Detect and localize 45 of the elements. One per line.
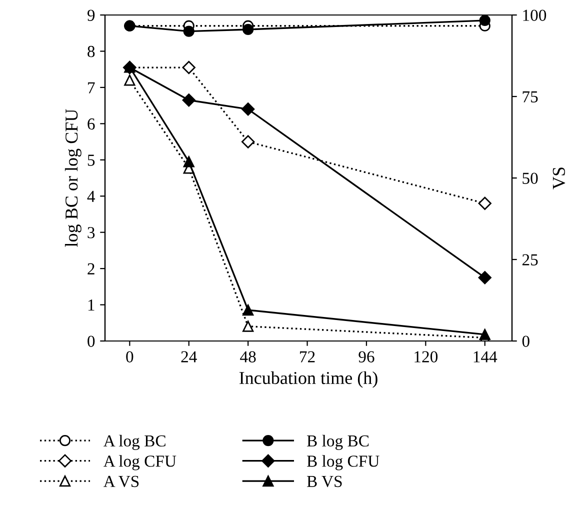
y2-axis-title: VS [552,168,566,190]
legend-label: B log BC [306,434,369,450]
y2-tick-label: 100 [523,10,546,21]
y-tick-label: 1 [88,300,94,311]
y-tick-label: 3 [88,227,95,238]
point [242,304,254,316]
point [182,60,196,74]
y-tick-label: 5 [88,154,95,166]
point [479,15,490,26]
y-tick-label: 7 [88,82,95,94]
legend-label: A log BC [103,434,166,450]
y-tick-label: 6 [88,118,95,130]
point [242,24,254,36]
y-tick-label: 2 [88,263,94,274]
y2-tick-label: 25 [522,254,538,266]
point [478,196,492,210]
x-axis-title: Incubation time (h) [239,371,378,388]
y2-tick-label: 75 [522,91,538,102]
point [241,102,255,116]
x-tick-label: 144 [474,351,498,362]
y2-tick-label: 50 [522,172,538,184]
x-tick-label: 120 [414,351,438,362]
x-tick-label: 24 [181,351,197,362]
y2-tick-label: 0 [522,336,530,347]
y-tick-label: 9 [87,10,95,21]
legend-label: B log CFU [306,455,380,470]
y-tick-label: 8 [88,46,95,58]
x-tick-label: 48 [240,351,256,362]
x-tick-label: 72 [300,351,315,362]
y-tick-label: 4 [87,190,96,202]
point [182,94,196,107]
x-tick-label: 96 [358,351,374,362]
point [241,135,255,148]
point [183,156,194,168]
x-tick-label: 0 [126,351,134,362]
y-tick-label: 0 [88,336,95,347]
legend-label: B VS [306,476,342,488]
point [479,328,490,340]
point [124,74,136,86]
y-axis-title: log BC or log CFU [64,109,82,247]
point [183,26,194,37]
legend-label: A log CFU [103,455,176,470]
point [242,320,254,332]
legend-label: A VS [103,476,139,488]
point [478,271,492,284]
